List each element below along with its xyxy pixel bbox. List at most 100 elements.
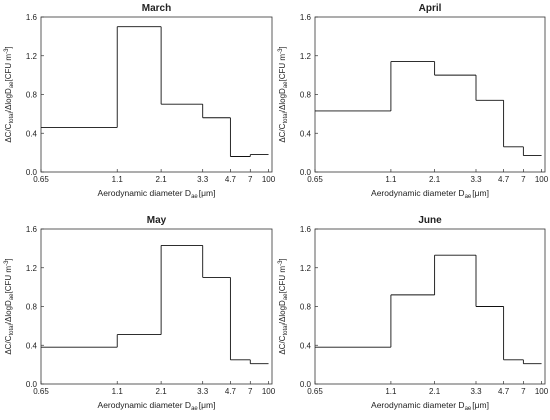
y-tick-label: 1.6 [26,225,38,234]
panel-april: April 0.0 0.4 0.8 1.2 1.6 0.65 1.1 2.1 3.3 4.7 7 100… [278,3,549,200]
x-tick-label: 3.3 [470,387,482,396]
x-tick-label: 3.3 [470,175,482,184]
y-tick-label: 1.2 [26,264,38,273]
x-tick-label: 100 [535,387,549,396]
x-tick-label: 2.1 [156,175,168,184]
panel-may: May 0.0 0.4 0.8 1.2 1.6 0.65 1.1 2.1 3.3 4.7 7 100 Ae… [4,215,276,412]
panel-march: March 0.0 0.4 0.8 1.2 1.6 0.65 1.1 2.1 3.3 4.7 7 100… [4,3,276,200]
chart-title: June [418,215,442,226]
x-tick-label: 100 [262,387,276,396]
y-axis-label-part: ] [4,258,13,260]
y-axis-label-part: ae [9,293,15,300]
y-axis-label-part: -3 [4,48,10,54]
x-tick-label: 2.1 [429,175,441,184]
x-tick-label: 2.1 [429,387,441,396]
y-axis-label-part: ae [283,81,289,88]
y-tick-label: 1.2 [26,52,38,61]
x-tick-label: 0.65 [33,387,49,396]
chart-title: April [419,3,442,14]
y-axis-label-part: [CFU m [4,54,13,82]
x-axis-label-main: Aerodynamic diameter D [98,188,192,198]
y-axis-label-part: -3 [278,48,284,54]
x-axis-label-unit: [μm] [472,188,489,198]
plot-frame [40,16,273,173]
y-tick-label: 1.2 [300,264,312,273]
y-tick-label: 0.4 [26,129,38,138]
y-axis-label-part: -3 [4,260,10,266]
y-axis-label-part: /ΔlogD [278,88,287,112]
x-axis-label-main: Aerodynamic diameter D [98,400,192,410]
y-tick-label: 1.6 [300,225,312,234]
x-tick-label: 3.3 [197,175,209,184]
y-tick-label: 0.4 [300,129,312,138]
x-axis-label-sub: ae [191,194,198,200]
y-axis-label-part: ΔC/C [4,123,13,142]
y-axis-label-part: ] [278,258,287,260]
y-axis-label-part: /ΔlogD [278,300,287,324]
y-tick-label: 1.2 [300,52,312,61]
y-axis-label-part: [CFU m [278,266,287,294]
y-axis-label: ΔC/Ctotal/ΔlogDae[CFU m-3] [278,46,289,142]
x-tick-label: 1.1 [112,387,124,396]
y-tick-label: 0.4 [26,341,38,350]
y-axis-label: ΔC/Ctotal/ΔlogDae[CFU m-3] [278,258,289,354]
x-tick-label: 100 [535,175,549,184]
y-axis-label-part: ] [4,46,13,48]
y-axis-label-part: ΔC/C [4,335,13,354]
x-tick-label: 7 [521,175,526,184]
y-axis-label-part: total [283,112,289,123]
x-tick-label: 7 [248,175,253,184]
x-tick-label: 1.1 [385,387,397,396]
panel-june: June 0.0 0.4 0.8 1.2 1.6 0.65 1.1 2.1 3.3 4.7 7 100 A… [278,215,549,412]
y-axis-label-part: total [9,112,15,123]
x-tick-label: 0.65 [33,175,49,184]
y-tick-label: 1.6 [26,13,38,22]
y-axis-label-part: total [9,324,15,335]
x-axis-label: Aerodynamic diameter Dae[μm] [371,400,489,412]
chart-title: March [142,3,171,14]
y-tick-label: 0.0 [300,380,312,389]
y-axis-label-part: -3 [278,260,284,266]
x-tick-label: 3.3 [197,387,209,396]
x-tick-label: 2.1 [156,387,168,396]
x-axis-label-main: Aerodynamic diameter D [371,400,465,410]
x-tick-label: 4.7 [498,387,510,396]
x-axis-label-unit: [μm] [199,400,216,410]
y-tick-label: 0.8 [300,303,312,312]
x-tick-label: 1.1 [385,175,397,184]
x-tick-label: 7 [248,387,253,396]
y-axis-label-part: [CFU m [4,266,13,294]
x-axis-label-sub: ae [465,194,472,200]
y-tick-label: 0.8 [26,303,38,312]
x-tick-label: 4.7 [498,175,510,184]
x-tick-label: 1.1 [112,175,124,184]
x-axis-label: Aerodynamic diameter Dae[μm] [371,188,489,200]
x-axis-label-unit: [μm] [472,400,489,410]
x-axis-label-sub: ae [465,406,472,412]
y-axis-label-part: ae [283,293,289,300]
y-tick-label: 0.4 [300,341,312,350]
x-tick-label: 100 [262,175,276,184]
plot-frame [40,228,273,385]
plot-frame [314,16,546,173]
y-tick-label: 0.8 [300,91,312,100]
x-axis-label: Aerodynamic diameter Dae[μm] [98,188,216,200]
plot-frame [314,228,546,385]
y-tick-label: 1.6 [300,13,312,22]
y-axis-label-part: ae [9,81,15,88]
x-axis-label-sub: ae [191,406,198,412]
x-tick-label: 4.7 [225,387,237,396]
x-axis-label: Aerodynamic diameter Dae[μm] [98,400,216,412]
y-axis-label-part: ] [278,46,287,48]
x-tick-label: 0.65 [307,175,323,184]
y-axis-label: ΔC/Ctotal/ΔlogDae[CFU m-3] [4,46,15,142]
y-axis-label-part: ΔC/C [278,335,287,354]
x-axis-label-unit: [μm] [199,188,216,198]
y-axis-label-part: [CFU m [278,54,287,82]
y-tick-label: 0.0 [26,168,38,177]
y-axis-label-part: total [283,324,289,335]
x-tick-label: 0.65 [307,387,323,396]
y-tick-label: 0.0 [26,380,38,389]
x-tick-label: 4.7 [225,175,237,184]
